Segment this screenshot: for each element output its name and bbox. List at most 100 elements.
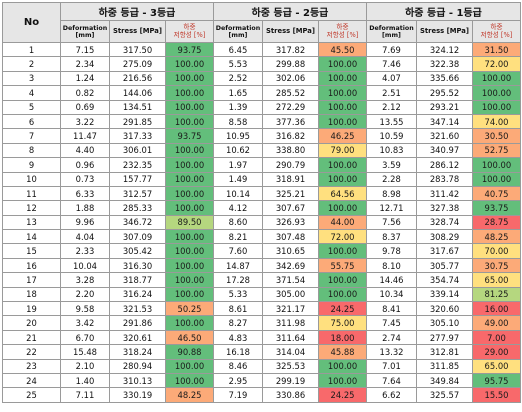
table-row: 22 15.48 318.24 90.88 16.18 314.04 45.88 13.32 3… [2,344,521,360]
deformation-cell: 8.46 [213,358,263,374]
deformation-cell: 8.41 [366,301,417,317]
stress-cell: 320.61 [109,329,166,346]
table-row: 13 9.96 346.72 89.50 8.60 326.93 44.00 7.56 328.… [2,214,521,231]
row-number: 5 [2,99,61,115]
deformation-header: Deformation [mm] [213,20,263,43]
stress-cell: 349.84 [416,372,473,389]
row-number: 19 [2,301,61,317]
deformation-cell: 7.01 [366,358,417,374]
row-number: 9 [2,157,61,173]
table-row: 10 0.73 157.77 100.00 1.49 318.91 100.00 2.28 28… [2,171,521,187]
reduction-cell: 52.75 [472,142,521,159]
deformation-cell: 4.04 [60,229,110,245]
stress-cell: 320.60 [416,301,473,317]
stress-cell: 134.51 [109,99,166,115]
row-number: 6 [2,113,61,130]
stress-cell: 342.69 [262,257,319,274]
table-row: 4 0.82 144.06 100.00 1.65 285.52 100.00 2.51 295… [2,85,521,101]
deformation-cell: 14.87 [213,257,263,274]
table-row: 9 0.96 232.35 100.00 1.97 290.79 100.00 3.59 286… [2,157,521,173]
group-header-grade1: 하중 등급 - 1등급 [366,2,521,21]
stress-cell: 321.53 [109,301,166,317]
deformation-cell: 0.73 [60,171,110,187]
stress-cell: 354.74 [416,272,473,288]
stress-cell: 311.64 [262,329,319,346]
stress-cell: 305.42 [109,243,166,259]
no-header: No [2,2,61,43]
reduction-cell: 55.75 [318,257,367,274]
stress-cell: 216.56 [109,70,166,87]
stress-cell: 286.12 [416,157,473,173]
deformation-cell: 2.74 [366,329,417,346]
stress-cell: 306.01 [109,142,166,159]
reduction-cell: 100.00 [165,171,214,187]
stress-cell: 310.13 [109,372,166,389]
table-row: 7 11.47 317.33 93.75 10.95 316.82 46.25 10.59 32… [2,128,521,144]
deformation-cell: 1.40 [60,372,110,389]
row-number: 22 [2,344,61,360]
reduction-cell: 93.75 [472,200,521,216]
reduction-cell: 45.88 [318,344,367,360]
reduction-cell: 100.00 [165,113,214,130]
stress-cell: 318.77 [109,272,166,288]
reduction-cell: 30.50 [472,128,521,144]
reduction-cell: 100.00 [165,142,214,159]
reduction-cell: 65.00 [472,358,521,374]
reduction-cell: 31.50 [472,41,521,58]
table-row: 16 10.04 316.30 100.00 14.87 342.69 55.75 8.10 3… [2,257,521,274]
deformation-cell: 10.04 [60,257,110,274]
stress-cell: 314.04 [262,344,319,360]
deformation-cell: 2.10 [60,358,110,374]
stress-cell: 338.80 [262,142,319,159]
table-row: 8 4.40 306.01 100.00 10.62 338.80 79.00 10.83 34… [2,142,521,159]
stress-cell: 305.00 [262,286,319,303]
row-number: 12 [2,200,61,216]
reduction-cell: 100.00 [165,70,214,87]
table-row: 20 3.42 291.86 100.00 8.27 311.98 75.00 7.45 305… [2,315,521,331]
row-number: 17 [2,272,61,288]
row-number: 20 [2,315,61,331]
stress-cell: 295.52 [416,85,473,101]
stress-header: Stress [MPa] [109,20,166,43]
deformation-cell: 4.40 [60,142,110,159]
deformation-cell: 5.53 [213,56,263,72]
row-number: 16 [2,257,61,274]
stress-cell: 324.12 [416,41,473,58]
deformation-cell: 2.33 [60,243,110,259]
stress-cell: 283.78 [416,171,473,187]
deformation-cell: 0.82 [60,85,110,101]
reduction-cell: 100.00 [318,286,367,303]
table-row: 17 3.28 318.77 100.00 17.28 371.54 100.00 14.46… [2,272,521,288]
reduction-cell: 28.75 [472,214,521,231]
stress-cell: 144.06 [109,85,166,101]
stress-cell: 312.81 [416,344,473,360]
reduction-cell: 100.00 [165,257,214,274]
stress-cell: 318.91 [262,171,319,187]
deformation-cell: 17.28 [213,272,263,288]
deformation-cell: 10.59 [366,128,417,144]
reduction-cell: 74.00 [472,113,521,130]
stress-cell: 305.77 [416,257,473,274]
deformation-cell: 7.45 [366,315,417,331]
stress-cell: 299.19 [262,372,319,389]
row-number: 24 [2,372,61,389]
table-row: 1 7.15 317.50 93.75 6.45 317.82 45.50 7.69 324.1… [2,41,521,58]
stress-cell: 311.85 [416,358,473,374]
deformation-cell: 9.78 [366,243,417,259]
reduction-cell: 18.00 [318,329,367,346]
reduction-cell: 95.75 [472,372,521,389]
reduction-cell: 100.00 [318,113,367,130]
row-number: 21 [2,329,61,346]
stress-cell: 272.29 [262,99,319,115]
stress-cell: 321.60 [416,128,473,144]
reduction-header: 하중 저항성 [%] [472,20,521,43]
reduction-cell: 100.00 [318,358,367,374]
table-row: 2 2.34 275.09 100.00 5.53 299.88 100.00 7.46 322… [2,56,521,72]
row-number: 23 [2,358,61,374]
deformation-header: Deformation [mm] [60,20,110,43]
reduction-cell: 100.00 [165,185,214,202]
deformation-cell: 4.07 [366,70,417,87]
stress-cell: 291.85 [109,113,166,130]
deformation-cell: 1.88 [60,200,110,216]
row-number: 13 [2,214,61,231]
